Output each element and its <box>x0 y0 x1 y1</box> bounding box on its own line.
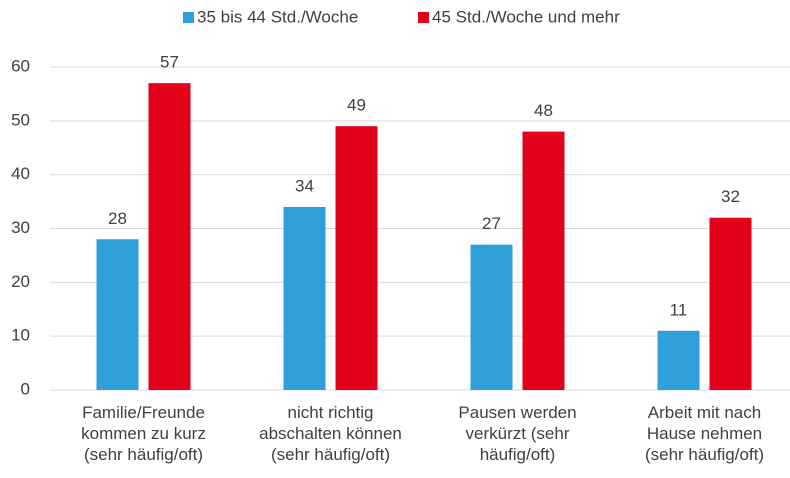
bar <box>335 126 378 390</box>
x-tick-line: Arbeit mit nach <box>648 403 761 422</box>
legend-swatch <box>418 12 429 23</box>
x-tick-line: nicht richtig <box>288 403 374 422</box>
x-tick-line: (sehr häufig/oft) <box>84 445 203 464</box>
data-label: 11 <box>670 300 688 319</box>
data-label: 27 <box>482 214 501 233</box>
x-tick-line: Hause nehmen <box>647 424 762 443</box>
legend-label: 45 Std./Woche und mehr <box>432 7 620 26</box>
x-tick-line: verkürzt (sehr <box>466 424 570 443</box>
data-label: 32 <box>721 187 740 206</box>
data-label: 34 <box>295 176 314 195</box>
bar <box>657 330 700 390</box>
y-tick-label: 60 <box>11 56 30 75</box>
bar <box>283 206 326 390</box>
legend-swatch <box>183 12 194 23</box>
data-label: 48 <box>534 101 553 120</box>
x-tick-line: (sehr häufig/oft) <box>645 445 764 464</box>
y-tick-label: 10 <box>11 326 30 345</box>
x-tick-line: (sehr häufig/oft) <box>271 445 390 464</box>
x-tick-line: häufig/oft) <box>480 445 556 464</box>
data-label: 49 <box>347 96 366 115</box>
x-tick-label: Pausen werden verkürzt (sehr häufig/oft) <box>458 403 576 464</box>
bar <box>148 83 191 391</box>
bar <box>709 217 752 390</box>
bar <box>522 131 565 390</box>
x-tick-line: Pausen werden <box>458 403 576 422</box>
x-tick-line: Familie/Freunde <box>82 403 205 422</box>
y-tick-label: 30 <box>11 218 30 237</box>
x-tick-label: Arbeit mit nach Hause nehmen (sehr häufig/… <box>645 403 764 464</box>
y-tick-label: 40 <box>11 164 30 183</box>
bar <box>96 239 139 390</box>
x-tick-label: Familie/Freunde kommen zu kurz (sehr häufi… <box>81 403 206 464</box>
legend-label: 35 bis 44 Std./Woche <box>197 7 358 26</box>
x-tick-label: nicht richtig abschalten können (sehr häuf… <box>259 403 402 464</box>
x-tick-line: abschalten können <box>259 424 402 443</box>
bar <box>470 244 513 390</box>
data-label: 57 <box>160 53 179 72</box>
y-tick-label: 0 <box>21 379 30 398</box>
y-tick-label: 50 <box>11 110 30 129</box>
data-label: 28 <box>108 209 127 228</box>
x-tick-line: kommen zu kurz <box>81 424 206 443</box>
y-tick-label: 20 <box>11 272 30 291</box>
